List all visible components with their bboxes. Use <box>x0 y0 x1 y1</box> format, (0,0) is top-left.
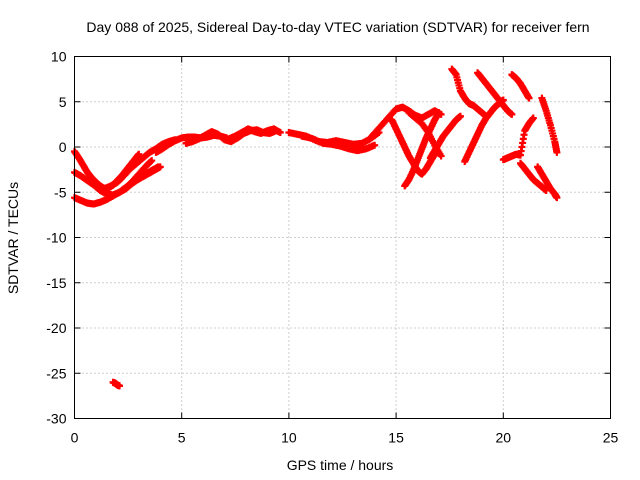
x-tick-label: 15 <box>388 430 404 446</box>
series-arc-late-5 <box>426 112 464 162</box>
data-point <box>525 94 533 102</box>
x-tick-label: 20 <box>496 430 512 446</box>
y-tick-label: -15 <box>46 275 66 291</box>
axis-ticks <box>74 56 611 419</box>
y-tick-labels: -30 -25 -20 -15 -10 -5 0 5 10 <box>46 49 66 427</box>
series-arc-late-11 <box>516 159 550 194</box>
x-tick-labels: 0 5 10 15 20 25 <box>71 430 619 446</box>
data-point <box>456 112 464 120</box>
chart-title: Day 088 of 2025, Sidereal Day-to-day VTE… <box>86 19 589 35</box>
grid-lines <box>74 56 611 419</box>
data-point <box>553 194 561 202</box>
data-point <box>135 150 143 158</box>
data-point <box>529 114 537 122</box>
series-arc-late-12 <box>538 94 561 156</box>
x-tick-label: 25 <box>603 430 619 446</box>
y-tick-label: -30 <box>46 411 66 427</box>
y-tick-label: 5 <box>59 94 67 110</box>
series-arc-late-10 <box>508 71 533 102</box>
y-tick-label: -10 <box>46 230 66 246</box>
y-tick-label: 10 <box>51 49 67 65</box>
y-tick-label: -25 <box>46 365 66 381</box>
series-arc-late-7 <box>461 96 507 165</box>
series-arc-mid-5 <box>298 129 383 148</box>
data-point <box>148 157 156 165</box>
series-arc-mid-3 <box>225 125 284 143</box>
series-arc-late-9 <box>499 114 537 164</box>
data-point <box>435 109 443 117</box>
y-tick-label: -20 <box>46 320 66 336</box>
x-tick-label: 5 <box>178 430 186 446</box>
series-arc-early-5 <box>118 163 164 194</box>
x-axis-label: GPS time / hours <box>287 457 394 473</box>
x-tick-label: 0 <box>71 430 79 446</box>
series-outlier <box>109 378 124 390</box>
data-point <box>276 129 284 137</box>
data-point <box>116 382 124 390</box>
x-tick-label: 10 <box>281 430 297 446</box>
y-tick-label: 0 <box>59 139 67 155</box>
data-point <box>553 148 561 156</box>
data-point <box>371 141 379 149</box>
series-arc-late-13 <box>534 163 561 202</box>
data-point <box>437 152 445 160</box>
series-arc-late-6 <box>448 65 490 120</box>
series-arc-late-8 <box>474 69 516 118</box>
data-points <box>71 65 561 390</box>
data-point <box>156 163 164 171</box>
data-point <box>508 110 516 118</box>
y-axis-label: SDTVAR / TECUs <box>5 182 21 294</box>
y-tick-label: -5 <box>54 184 67 200</box>
